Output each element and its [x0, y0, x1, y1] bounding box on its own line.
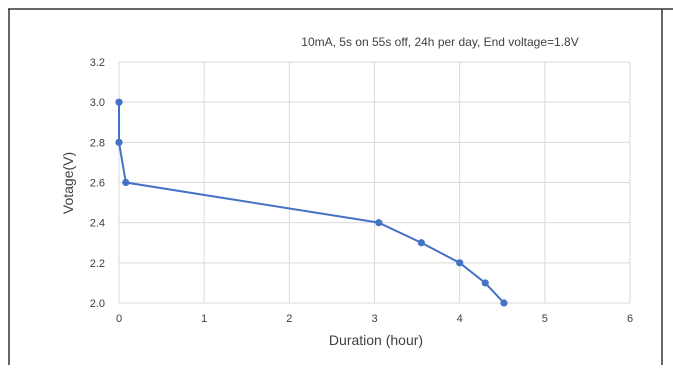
y-tick-label: 2.4 — [90, 218, 105, 230]
data-point — [500, 299, 508, 307]
data-point — [122, 178, 130, 187]
data-point — [115, 138, 123, 146]
data-point — [375, 219, 383, 227]
x-axis-label: Duration (hour) — [329, 332, 423, 348]
y-tick-label: 3.0 — [90, 97, 105, 109]
data-point — [115, 98, 123, 106]
y-tick-label: 2.8 — [90, 137, 105, 149]
grid — [118, 61, 631, 304]
series-line — [118, 102, 505, 304]
series — [115, 98, 508, 307]
y-axis-label: Votage(V) — [60, 152, 76, 214]
x-tick-label: 6 — [627, 313, 633, 325]
y-tick-label: 3.2 — [90, 57, 105, 69]
data-point — [417, 239, 425, 247]
x-tick-label: 3 — [371, 313, 377, 325]
x-tick-label: 1 — [201, 313, 207, 325]
axes: 2.0 2.2 2.4 2.6 2.8 3.0 3.2 0 1 2 3 4 5 6 — [90, 57, 633, 325]
data-point — [481, 279, 489, 287]
chart-title: 10mA, 5s on 55s off, 24h per day, End vo… — [301, 35, 578, 49]
x-tick-label: 4 — [457, 313, 463, 325]
y-tick-label: 2.2 — [90, 258, 105, 270]
y-tick-label: 2.0 — [90, 298, 105, 310]
x-tick-label: 5 — [542, 313, 548, 325]
x-tick-label: 2 — [286, 313, 292, 325]
data-point — [456, 259, 464, 267]
y-tick-label: 2.6 — [90, 178, 105, 190]
x-tick-label: 0 — [116, 313, 122, 325]
